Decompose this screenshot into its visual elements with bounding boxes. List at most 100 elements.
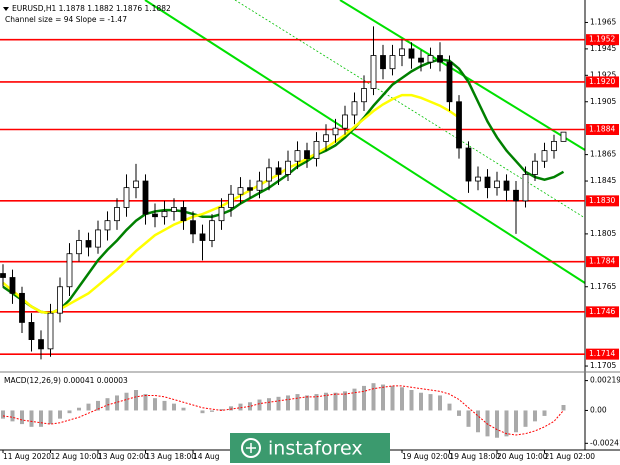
macd-bar (362, 385, 366, 411)
candle-body (427, 55, 434, 63)
y-tick-label: 1.1705 (590, 361, 616, 370)
candle-body (304, 150, 310, 159)
x-tick-label: 12 Aug 10:00 (51, 452, 102, 461)
macd-bar (172, 403, 176, 411)
macd-bar (485, 410, 490, 437)
x-tick-label: 19 Aug 18:00 (450, 452, 501, 461)
candle-body (209, 220, 215, 241)
candle-body (503, 180, 510, 191)
candle-body (446, 61, 453, 103)
level-label-box (586, 34, 619, 46)
y-tick-label: -0.00241 (590, 438, 620, 447)
x-tick-label: 14 Aug (193, 452, 220, 461)
macd-bar (533, 410, 537, 422)
macd-bar (400, 387, 404, 411)
macd-bar (286, 395, 290, 411)
y-tick-label: 1.1845 (590, 176, 616, 185)
macd-bar (67, 410, 72, 414)
macd-bar (324, 392, 328, 411)
candle-body (47, 312, 54, 350)
candle-body (190, 220, 196, 235)
plot: 1.1965 1.1945 1.1925 1.1905 1.1865 1.1845 1.18… (0, 17, 620, 461)
macd-bar (305, 395, 309, 411)
candle-body (513, 189, 519, 202)
macd-bar (124, 392, 129, 411)
level-label-box (586, 256, 619, 268)
macd-bar (447, 403, 452, 411)
candle-body (57, 286, 63, 314)
candle-body (180, 207, 187, 222)
candle-body (465, 147, 472, 182)
macd-bar (495, 410, 499, 438)
macd-bar (86, 403, 91, 411)
macd-bar (542, 410, 547, 416)
level-label-box (586, 76, 619, 88)
candle-body (247, 187, 253, 191)
candle-body (475, 176, 481, 182)
macd-bar (276, 396, 281, 411)
level-label: 1.1884 (589, 125, 615, 134)
level-label: 1.1746 (589, 307, 615, 316)
macd-bar (390, 385, 395, 411)
macd-bar (200, 410, 205, 414)
x-tick-label: 13 Aug 02:00 (98, 452, 149, 461)
candle-body (361, 88, 367, 103)
candle-body (484, 176, 491, 189)
candle-body (532, 160, 538, 175)
macd-bar (39, 410, 43, 427)
macd-bar (134, 390, 138, 411)
macd-bar (210, 410, 214, 412)
candle-body (541, 150, 548, 162)
candle-body (332, 127, 339, 136)
y-tick-label: 1.1925 (590, 70, 616, 79)
candle-body (342, 114, 348, 129)
macd-bar (143, 394, 148, 411)
macd-bar (514, 410, 518, 433)
level-label-box (586, 124, 619, 135)
candle-body (313, 140, 320, 159)
candle-body (228, 193, 234, 208)
watermark-text: instaforex (268, 438, 363, 460)
macd-bar (466, 410, 471, 427)
macd-bar (248, 402, 252, 411)
y-tick-label: 1.1865 (590, 150, 616, 159)
y-tick-label: 1.1765 (590, 282, 616, 291)
macd-bar (96, 400, 100, 411)
candle-body (256, 180, 263, 191)
macd-bar (457, 410, 461, 416)
candle-body (199, 233, 206, 241)
macd-bar (314, 394, 319, 411)
level-label: 1.1830 (589, 196, 615, 205)
candle-body (275, 167, 282, 175)
candle-body (38, 339, 44, 350)
macd-bar (77, 407, 81, 411)
macd-bar (267, 398, 271, 411)
candle-body (408, 48, 415, 59)
header-icon (3, 7, 9, 11)
candle-body (9, 277, 16, 294)
channel-line (144, 0, 586, 284)
candle-body (294, 150, 301, 162)
macd-bar (115, 395, 119, 411)
candle-body (351, 101, 358, 116)
channel-midline (234, 0, 586, 219)
candle-body (76, 240, 82, 255)
macd-bar (10, 410, 15, 422)
candle-body (380, 55, 386, 70)
candle-body (114, 207, 120, 222)
macd-bar (105, 398, 110, 411)
macd-bar (48, 410, 53, 425)
y-tick-label: 1.1805 (590, 229, 616, 238)
y-tick-label: 1.1905 (590, 97, 616, 106)
y-tick-label: 0.00219 (590, 376, 620, 385)
macd-bar (561, 405, 566, 411)
candle-body (95, 229, 101, 248)
candle-body (551, 140, 557, 152)
macd-bar (295, 394, 300, 411)
candle-body (171, 207, 177, 212)
watermark-logo (241, 438, 261, 458)
y-tick-label: 0.00 (590, 405, 607, 414)
candle-body (389, 55, 396, 70)
